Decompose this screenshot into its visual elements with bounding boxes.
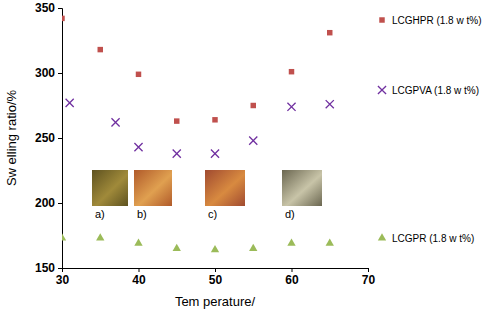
y-tick: 350 [35,1,62,15]
x-tick-label: 50 [209,273,223,287]
point [134,143,142,151]
legend-label: LCGPR (1.8 w t%) [392,233,474,244]
inset-label: c) [208,208,217,220]
point [287,238,295,245]
legend-marker [378,233,386,240]
point [96,233,104,240]
x-axis: 30 40 50 60 70 [56,268,376,287]
x-tick-label: 30 [56,273,70,287]
legend: LCGHPR (1.8 w t%) LCGPVA (1.8 w t%) LCGPR … [378,15,482,244]
x-tick: 30 [56,268,70,287]
point [249,244,257,251]
legend-marker [379,17,384,22]
point [134,238,142,245]
x-tick: 40 [132,268,146,287]
x-tick-mark [139,268,140,272]
y-tick-mark [58,203,62,204]
inset-photo [92,170,128,206]
legend-entry: LCGHPR (1.8 w t%) [379,15,481,26]
y-tick: 150 [35,261,62,275]
point [136,72,141,77]
chart: 30 40 50 60 70 150 200 250 300 350 Tem perature/Sw… [0,0,504,322]
y-tick: 200 [35,196,62,210]
y-tick-mark [58,73,62,74]
legend-marker [378,86,386,94]
y-tick-label: 150 [35,261,55,275]
y-axis: 150 200 250 300 350 [35,1,63,275]
x-tick: 60 [285,268,299,287]
x-tick-mark [292,268,293,272]
inset-label: a) [95,208,105,220]
legend-entry: LCGPVA (1.8 w t%) [378,85,479,96]
x-tick-label: 60 [285,273,299,287]
point [62,16,65,21]
y-tick-mark [58,138,62,139]
point [98,47,103,52]
point [289,69,294,74]
x-axis-line [63,269,369,273]
y-tick-mark [58,8,62,9]
x-tick-label: 70 [362,273,376,287]
y-axis-title: Sw elling ratio/% [4,90,19,187]
inset-photo [134,170,172,206]
x-tick-label: 40 [132,273,146,287]
inset-photo [282,170,322,206]
plot-area [62,16,334,253]
point [211,245,219,252]
legend-label: LCGPVA (1.8 w t%) [392,85,479,96]
point [326,100,334,108]
point [251,103,256,108]
inset-photo [205,170,245,206]
series [62,16,332,124]
y-tick-label: 200 [35,196,55,210]
point [327,30,332,35]
point [111,118,119,126]
y-tick-label: 250 [35,131,55,145]
x-tick: 70 [362,268,376,287]
y-tick-label: 350 [35,1,55,15]
point [287,103,295,111]
point [211,150,219,158]
point [62,233,66,240]
x-tick-mark [368,268,369,272]
inset-label: d) [285,208,295,220]
series [66,99,334,158]
point [66,99,74,107]
point [173,150,181,158]
y-tick: 250 [35,131,62,145]
y-tick: 300 [35,66,62,80]
point [173,244,181,251]
x-tick: 50 [209,268,223,287]
point [326,238,334,245]
point [212,117,217,122]
y-axis-line [58,9,63,269]
point [249,137,257,145]
inset-label: b) [137,208,147,220]
series [62,233,334,252]
x-tick-mark [215,268,216,272]
x-axis-title: Tem perature/ [175,294,256,309]
insets: a) b) c) d) [92,170,322,220]
legend-label: LCGHPR (1.8 w t%) [392,15,481,26]
legend-entry: LCGPR (1.8 w t%) [378,233,474,244]
y-tick-mark [58,268,62,269]
y-tick-label: 300 [35,66,55,80]
point [174,118,179,123]
